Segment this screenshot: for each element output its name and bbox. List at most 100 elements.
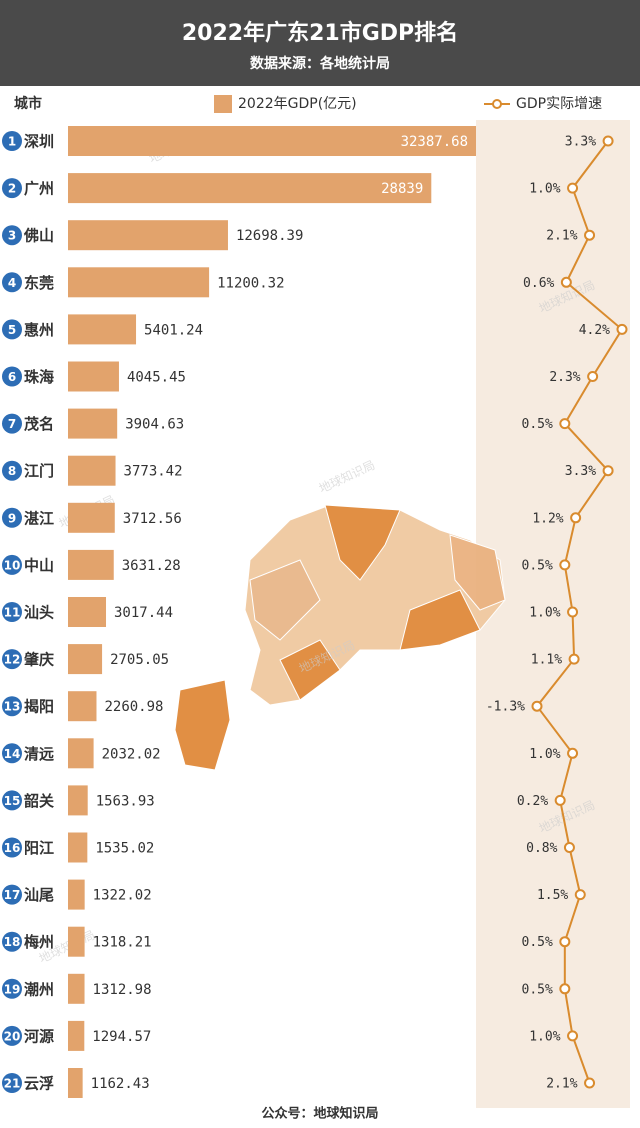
growth-marker [568, 653, 580, 665]
bar [68, 314, 137, 345]
growth-label: 0.5% [522, 417, 553, 432]
rank-label: 16 [4, 841, 21, 855]
growth-label: 2.1% [546, 229, 577, 244]
bar [68, 126, 476, 156]
growth-label: 4.2% [579, 323, 610, 338]
value-label: 1294.57 [92, 1029, 151, 1045]
rank-badge [2, 978, 22, 999]
bar [68, 738, 94, 769]
growth-label: 1.0% [529, 182, 560, 197]
growth-marker [602, 135, 614, 147]
growth-marker [616, 323, 628, 335]
rank-label: 7 [8, 417, 16, 431]
rank-label: 12 [4, 653, 21, 667]
growth-marker [559, 936, 571, 948]
value-label: 1563.93 [96, 793, 155, 809]
bar [68, 644, 103, 675]
category-label: 汕尾 [24, 886, 54, 904]
value-label: 2705.05 [110, 652, 169, 668]
rank-badge [2, 931, 22, 952]
category-label: 梅州 [24, 933, 54, 951]
category-label: 潮州 [24, 980, 54, 998]
growth-label: 0.6% [523, 276, 554, 291]
growth-label: 0.5% [522, 935, 553, 950]
rank-label: 20 [4, 1029, 21, 1043]
rank-badge [2, 1025, 22, 1046]
category-label: 揭阳 [24, 698, 54, 716]
rank-badge [2, 554, 22, 575]
legend-label: 2022年GDP(亿元) [238, 96, 357, 112]
value-label: 2032.02 [102, 746, 161, 762]
value-label: 28839 [381, 181, 423, 197]
legend-swatch [214, 95, 232, 113]
bar [68, 1068, 83, 1098]
category-label: 东莞 [24, 274, 54, 292]
rank-label: 5 [8, 323, 16, 337]
category-label: 韶关 [24, 792, 54, 810]
growth-label: -1.3% [486, 700, 525, 715]
category-label: 惠州 [24, 321, 54, 339]
bar [68, 173, 432, 204]
rank-badge [2, 602, 22, 622]
rank-label: 11 [4, 606, 21, 620]
bar [68, 691, 97, 722]
chart-subtitle: 数据来源：各地统计局 [250, 55, 390, 72]
bar [68, 502, 115, 533]
legend-label: GDP实际增速 [516, 96, 602, 112]
growth-marker [554, 794, 566, 806]
value-label: 12698.39 [236, 228, 303, 244]
rank-label: 15 [4, 794, 21, 808]
rank-label: 13 [4, 700, 21, 714]
bar [68, 455, 116, 486]
bar [68, 785, 88, 816]
growth-marker [574, 889, 586, 901]
growth-marker [567, 747, 579, 759]
category-label: 云浮 [24, 1075, 54, 1093]
rank-label: 19 [4, 982, 21, 996]
bar [68, 408, 118, 439]
rank-label: 14 [4, 747, 21, 761]
bar [68, 361, 119, 392]
legend-marker [492, 99, 502, 109]
value-label: 1318.21 [93, 935, 152, 951]
rank-badge [2, 272, 22, 293]
rank-label: 8 [8, 464, 16, 478]
growth-label: 1.1% [531, 653, 562, 668]
rank-badge [2, 366, 22, 387]
footer: 公众号：地球知识局 [261, 1106, 378, 1122]
value-label: 1322.02 [93, 888, 152, 904]
rank-badge [2, 837, 22, 858]
category-label: 城市 [14, 95, 42, 112]
rank-badge [2, 178, 22, 199]
rank-label: 1 [8, 135, 16, 149]
rank-label: 9 [8, 511, 16, 525]
rank-label: 21 [4, 1077, 21, 1091]
category-label: 阳江 [24, 839, 54, 857]
category-label: 汕头 [24, 604, 54, 622]
value-label: 5401.24 [144, 322, 203, 338]
bar [68, 879, 85, 910]
category-label: 中山 [24, 556, 54, 574]
growth-marker [567, 606, 579, 618]
growth-label: 0.2% [517, 794, 548, 809]
rank-label: 3 [8, 229, 16, 243]
value-label: 3631.28 [122, 558, 181, 574]
rank-badge [2, 319, 22, 340]
rank-label: 17 [4, 888, 21, 902]
bar [68, 1020, 85, 1051]
rank-badge [2, 884, 22, 905]
growth-marker [570, 512, 582, 524]
value-label: 1535.02 [95, 841, 154, 857]
growth-label: 1.5% [537, 888, 568, 903]
growth-marker [587, 371, 599, 382]
bar [68, 832, 88, 863]
chart-title: 2022年广东21市GDP排名 [182, 20, 458, 46]
growth-label: 0.5% [522, 558, 553, 573]
value-label: 3017.44 [114, 605, 173, 621]
category-label: 河源 [24, 1027, 54, 1045]
rank-badge [2, 413, 22, 434]
value-label: 32387.68 [401, 134, 468, 150]
value-label: 1312.98 [93, 982, 152, 998]
rank-label: 6 [8, 370, 16, 384]
